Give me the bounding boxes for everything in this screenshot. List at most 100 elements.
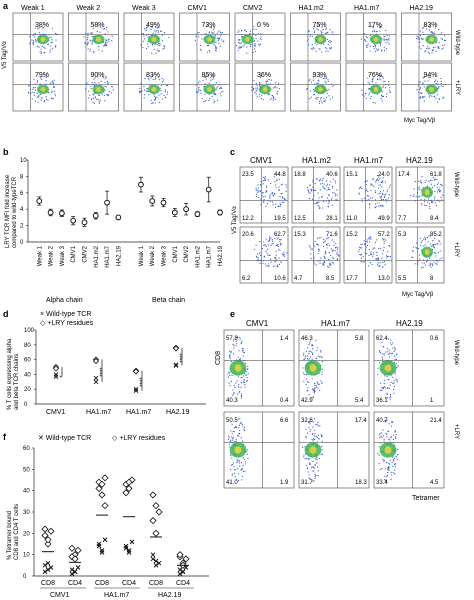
- flow-event: [147, 33, 150, 35]
- flow-event: [235, 44, 238, 47]
- flow-event: [269, 83, 272, 85]
- flow-event: [212, 76, 214, 79]
- flow-event: [378, 350, 381, 352]
- flow-event: [331, 261, 333, 264]
- flow-event: [165, 84, 168, 87]
- flow-event: [257, 257, 259, 259]
- flow-event: [421, 97, 423, 99]
- flow-event: [156, 29, 158, 32]
- panel-f-point-wildtype: [153, 558, 159, 564]
- flow-event: [33, 92, 36, 94]
- flow-event: [311, 352, 314, 354]
- panel-e-quadrant-ll: 42.9: [301, 398, 313, 404]
- flow-event: [199, 89, 202, 92]
- flow-event: [241, 467, 243, 470]
- flow-event: [435, 255, 437, 257]
- panel-e-quadrant-ul: 40.7: [376, 418, 388, 424]
- flow-event: [29, 35, 31, 37]
- panel-e-y-axis-label: CD8: [215, 351, 222, 365]
- flow-event: [281, 196, 284, 198]
- flow-event: [230, 352, 232, 354]
- flow-event: [384, 264, 386, 266]
- flow-event: [416, 263, 418, 265]
- flow-event: [379, 178, 381, 180]
- flow-event: [245, 30, 248, 33]
- flow-event: [370, 197, 372, 199]
- flow-event: [389, 396, 391, 399]
- flow-event: [235, 340, 238, 342]
- flow-event: [260, 43, 262, 45]
- flow-event: [239, 338, 241, 340]
- flow-event: [107, 38, 110, 41]
- flow-event: [326, 247, 328, 249]
- flow-event: [439, 258, 441, 260]
- flow-event: [328, 252, 331, 254]
- panel-f-point-wildtype: [45, 560, 51, 566]
- panel-f-ytick-label: 0: [23, 574, 27, 580]
- flow-event: [422, 259, 425, 261]
- panel-f-point-wildtype: [153, 562, 159, 568]
- panel-a-percent: 0 %: [257, 22, 269, 29]
- flow-event: [383, 242, 385, 245]
- flow-event: [274, 265, 276, 267]
- flow-event: [32, 87, 35, 89]
- panel-a-percent: 93%: [313, 72, 327, 79]
- flow-event: [425, 50, 427, 52]
- flow-event: [312, 76, 314, 78]
- flow-event: [380, 45, 382, 47]
- flow-event: [156, 44, 158, 46]
- flow-event: [365, 45, 368, 47]
- flow-event: [422, 31, 424, 33]
- flow-event: [438, 187, 440, 189]
- flow-event: [332, 185, 334, 187]
- flow-event: [369, 34, 372, 37]
- flow-event: [393, 382, 395, 384]
- flow-event: [424, 181, 427, 184]
- panel-c-quadrant-ul: 5.3: [398, 232, 407, 238]
- panel-a-row-label-wildtype: Wild-type: [454, 30, 460, 56]
- flow-event: [199, 48, 201, 50]
- flow-event: [280, 242, 282, 244]
- flow-event: [323, 256, 326, 258]
- flow-event: [369, 97, 371, 99]
- flow-event: [365, 246, 367, 248]
- flow-event: [105, 41, 107, 43]
- flow-event: [374, 203, 377, 205]
- flow-event: [423, 201, 426, 203]
- flow-event: [147, 36, 149, 38]
- flow-event: [368, 94, 370, 96]
- flow-event: [303, 454, 305, 456]
- flow-event: [384, 181, 387, 183]
- flow-event: [436, 101, 439, 103]
- flow-event: [361, 243, 363, 245]
- flow-event: [233, 393, 235, 395]
- flow-event: [102, 28, 104, 30]
- panel-b-point: [104, 199, 110, 206]
- flow-event: [222, 90, 224, 92]
- flow-density-peak: [309, 446, 317, 454]
- flow-event: [43, 33, 45, 35]
- flow-event: [441, 184, 443, 186]
- flow-event: [204, 100, 206, 102]
- panel-d-point-wildtype: [173, 363, 179, 368]
- flow-event: [238, 435, 240, 437]
- flow-event: [380, 79, 382, 81]
- flow-event: [379, 437, 381, 439]
- flow-event: [213, 27, 215, 29]
- panel-c-quadrant-ur: 71.6: [326, 232, 338, 238]
- flow-event: [334, 180, 337, 182]
- flow-event: [412, 250, 414, 252]
- flow-event: [439, 250, 441, 252]
- flow-event: [205, 99, 207, 102]
- flow-event: [370, 238, 372, 240]
- flow-event: [326, 197, 329, 199]
- flow-event: [140, 44, 142, 46]
- flow-event: [320, 351, 322, 353]
- flow-event: [314, 473, 316, 475]
- flow-event: [377, 265, 379, 267]
- flow-event: [309, 477, 311, 479]
- panel-a-column-label: CMV2: [243, 5, 263, 12]
- flow-event: [275, 244, 277, 247]
- panel-a-column-label: HA2.19: [410, 5, 433, 12]
- flow-event: [305, 378, 308, 380]
